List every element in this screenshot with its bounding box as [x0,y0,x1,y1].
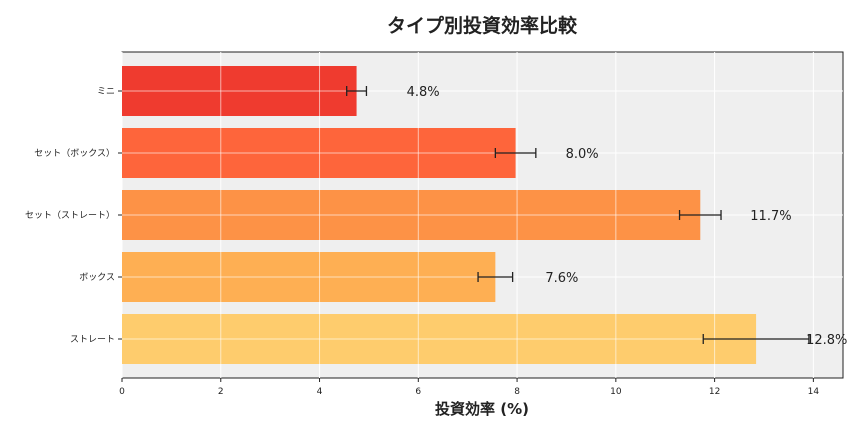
x-tick-label: 10 [610,387,622,397]
x-tick-label: 8 [514,387,520,397]
x-axis-label: 投資効率 (%) [435,400,529,418]
data-label: 4.8% [407,85,440,100]
y-tick-label: ボックス [79,272,115,283]
data-label: 7.6% [545,271,578,286]
x-tick-label: 12 [709,387,720,397]
x-tick-label: 2 [218,387,224,397]
y-tick-label: ミニ [97,87,115,97]
chart-title: タイプ別投資効率比較 [387,14,578,37]
data-label: 8.0% [566,147,599,162]
x-tick-label: 4 [317,387,323,397]
x-tick-label: 6 [415,387,421,397]
y-tick-label: セット（ボックス） [34,148,115,159]
data-label: 12.8% [806,333,847,348]
y-tick-label: セット（ストレート） [25,210,115,221]
y-tick-label: ストレート [70,335,115,345]
x-tick-label: 0 [119,387,125,397]
x-tick-label: 14 [808,387,820,397]
data-label: 11.7% [750,209,791,224]
